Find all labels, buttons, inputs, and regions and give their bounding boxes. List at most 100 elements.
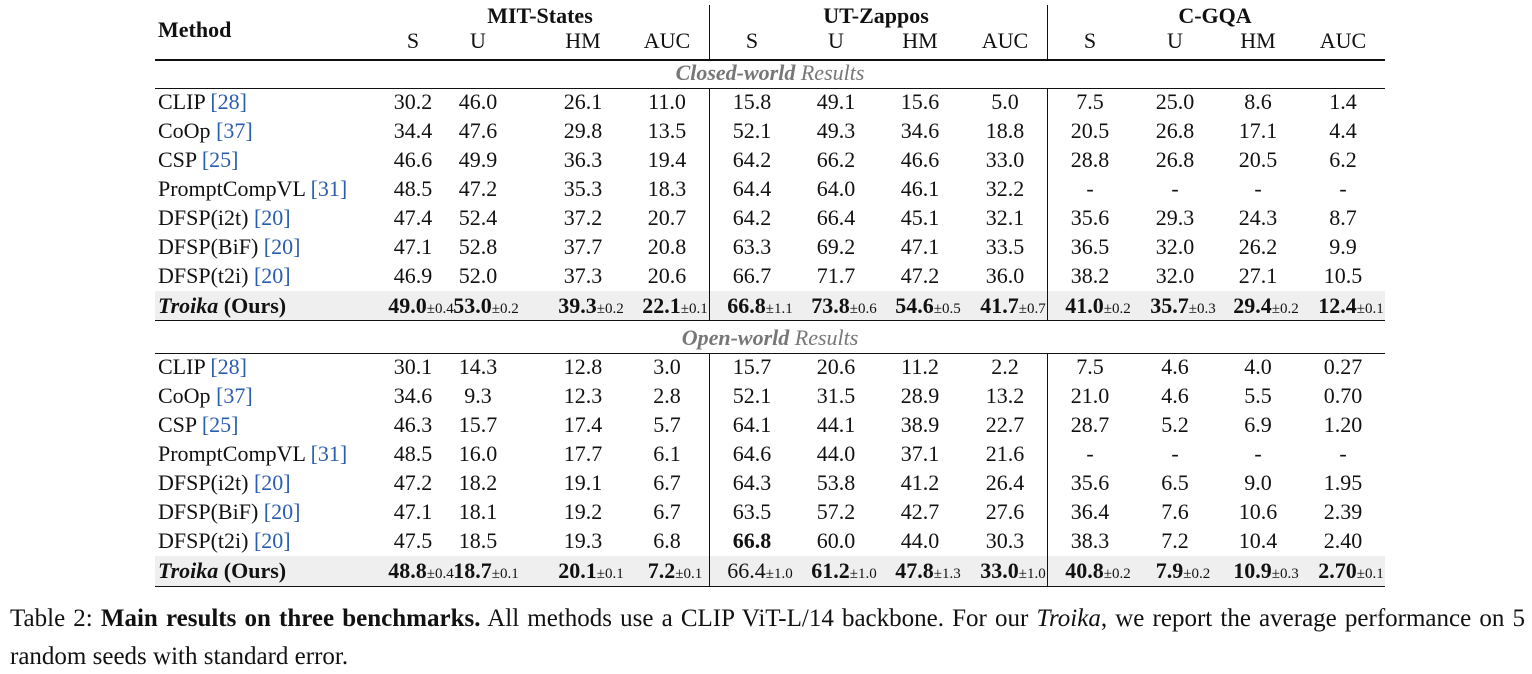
cell: 53.0±0.2 <box>453 295 518 317</box>
cell: 66.8 <box>733 530 772 552</box>
cell: 15.8 <box>732 89 772 114</box>
method-ref: [31] <box>310 176 348 201</box>
metric-header: S <box>745 28 759 53</box>
caption-text: All methods use a CLIP ViT-L/14 backbone… <box>487 605 1029 632</box>
cell-value: 66.8 <box>732 528 772 553</box>
cell-value: 2.70 <box>1318 558 1357 583</box>
caption-text: , we report the average performance on 5… <box>10 605 1525 670</box>
cell: 18.3 <box>647 176 687 201</box>
group-title: MIT-States <box>487 3 593 28</box>
cell: 42.7 <box>900 499 940 524</box>
cell: 20.6 <box>647 263 687 288</box>
cell: 49.1 <box>816 89 856 114</box>
cell-value: 66.8 <box>727 293 766 318</box>
cell: 60.0 <box>816 528 856 553</box>
cell-value: 18.7 <box>453 558 492 583</box>
cell: 6.8 <box>653 528 681 553</box>
cell: 47.2 <box>900 263 940 288</box>
metric-header: HM <box>902 28 938 53</box>
method-ref: [25] <box>201 412 239 437</box>
cell: 33.0±1.0 <box>980 560 1045 582</box>
cell: 31.5 <box>816 383 856 408</box>
cell: 24.3 <box>1238 205 1278 230</box>
cell: 28.8 <box>1070 147 1110 172</box>
cell: 5.7 <box>653 412 681 437</box>
cell: 18.1 <box>458 499 498 524</box>
section-title-em: Closed-world <box>675 60 796 85</box>
cell: 2.39 <box>1323 499 1363 524</box>
cell: 34.6 <box>393 383 433 408</box>
cell: 6.7 <box>653 470 681 495</box>
method-cell: CSP [25] <box>158 149 238 171</box>
cell-error: ±0.2 <box>1271 301 1299 317</box>
method-ref: [20] <box>253 205 291 230</box>
cell-value: 39.3 <box>558 293 597 318</box>
cell-error: ±0.2 <box>1103 301 1131 317</box>
cell: - <box>1086 441 1094 466</box>
cell: 45.1 <box>900 205 940 230</box>
method-ref: [28] <box>210 89 248 114</box>
cell: 28.9 <box>900 383 940 408</box>
cell: 47.6 <box>458 118 498 143</box>
cell: 29.4±0.2 <box>1233 295 1298 317</box>
cell: 47.1 <box>393 234 433 259</box>
cell: 61.2±1.0 <box>811 560 876 582</box>
method-ref: [25] <box>201 147 239 172</box>
cell: 63.3 <box>732 234 772 259</box>
cell-error: ±0.1 <box>1356 566 1384 582</box>
cell: 7.2 <box>1161 528 1189 553</box>
cell: 30.1 <box>393 354 433 379</box>
cell: 35.6 <box>1070 470 1110 495</box>
cell: 49.9 <box>458 147 498 172</box>
method-name: CSP <box>158 412 197 437</box>
cell: 5.5 <box>1244 383 1272 408</box>
cell: 48.5 <box>393 441 433 466</box>
cell: 46.1 <box>900 176 940 201</box>
cell: 41.0±0.2 <box>1065 295 1130 317</box>
cell: 17.7 <box>563 441 603 466</box>
cell: 53.8 <box>816 470 856 495</box>
cell-value: 53.0 <box>453 293 492 318</box>
cell: 35.7±0.3 <box>1150 295 1215 317</box>
cell: 64.2 <box>732 205 772 230</box>
metric-header: S <box>406 28 420 53</box>
method-name: CSP <box>158 147 197 172</box>
cell: 46.6 <box>900 147 940 172</box>
cell: - <box>1086 176 1094 201</box>
cell: 16.0 <box>458 441 498 466</box>
cell-value: 66.4 <box>727 558 766 583</box>
cell: 10.6 <box>1238 499 1278 524</box>
cell-value: 41.0 <box>1065 293 1104 318</box>
cell: 9.9 <box>1329 234 1357 259</box>
group-title: C-GQA <box>1178 3 1252 28</box>
rule <box>155 320 1385 321</box>
cell: 6.9 <box>1244 412 1272 437</box>
method-ref: [37] <box>216 383 253 408</box>
cell: 9.0 <box>1244 470 1272 495</box>
cell: 6.2 <box>1329 147 1357 172</box>
cell: - <box>1339 441 1347 466</box>
cell: 48.5 <box>393 176 433 201</box>
method-ref: [37] <box>216 118 253 143</box>
cell: 12.4±0.1 <box>1318 295 1383 317</box>
rule <box>155 586 1385 587</box>
cell: - <box>1254 441 1262 466</box>
column-rule <box>1047 353 1048 586</box>
cell: 7.2±0.1 <box>648 560 702 582</box>
cell: 64.6 <box>732 441 772 466</box>
cell: 66.2 <box>816 147 856 172</box>
cell-value: 35.7 <box>1150 293 1189 318</box>
cell: 21.0 <box>1070 383 1110 408</box>
cell-error: ±0.7 <box>1018 301 1046 317</box>
cell-error: ±0.5 <box>933 301 961 317</box>
cell: 66.7 <box>732 263 772 288</box>
cell: 26.2 <box>1238 234 1278 259</box>
cell-error: ±1.0 <box>849 566 877 582</box>
cell-value: 73.8 <box>811 293 850 318</box>
cell: 19.1 <box>563 470 603 495</box>
cell: 4.6 <box>1161 383 1189 408</box>
cell: 30.3 <box>985 528 1025 553</box>
cell: 2.8 <box>653 383 681 408</box>
method-ref: [20] <box>263 234 301 259</box>
cell: 9.3 <box>464 383 492 408</box>
